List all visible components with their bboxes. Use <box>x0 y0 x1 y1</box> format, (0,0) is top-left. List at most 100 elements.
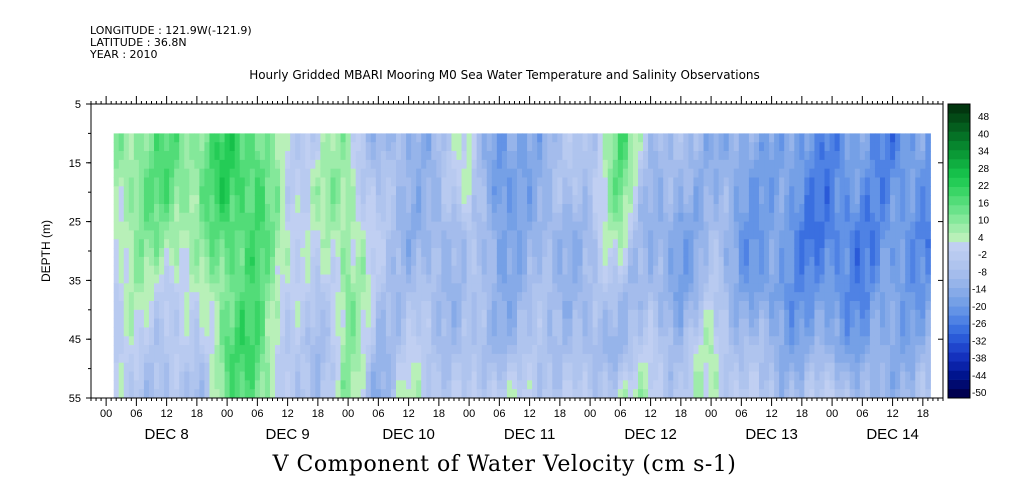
heatmap-cell <box>602 265 609 276</box>
heatmap-cell <box>244 248 251 258</box>
heatmap-cell <box>511 212 518 223</box>
heatmap-cell <box>416 230 422 240</box>
heatmap-cell <box>411 380 417 390</box>
heatmap-cell <box>154 248 160 258</box>
heatmap-cell <box>789 186 795 196</box>
heatmap-cell <box>118 300 125 311</box>
heatmap-cell <box>138 300 145 311</box>
heatmap-cell <box>360 336 367 346</box>
heatmap-cell <box>234 239 241 249</box>
heatmap-cell <box>441 327 447 337</box>
heatmap-cell <box>819 142 826 152</box>
heatmap-cell <box>209 265 216 276</box>
heatmap-cell <box>118 133 125 143</box>
heatmap-cell <box>138 265 145 276</box>
heatmap-cell <box>481 353 488 364</box>
heatmap-cell <box>300 380 306 390</box>
heatmap-cell <box>839 380 846 390</box>
heatmap-cell <box>315 265 321 276</box>
heatmap-cell <box>390 327 397 337</box>
heatmap-cell <box>370 221 377 231</box>
heatmap-cell <box>849 318 856 328</box>
heatmap-cell <box>431 371 437 381</box>
heatmap-cell <box>658 195 664 205</box>
heatmap-cell <box>920 327 926 337</box>
heatmap-cell <box>859 300 866 311</box>
heatmap-cell <box>380 292 387 302</box>
heatmap-cell <box>895 362 901 373</box>
heatmap-cell <box>567 256 573 267</box>
heatmap-cell <box>133 212 140 223</box>
heatmap-cell <box>138 336 145 346</box>
heatmap-cell <box>295 142 301 152</box>
heatmap-cell <box>849 345 856 355</box>
heatmap-cell <box>214 168 221 178</box>
heatmap-cell <box>486 309 493 320</box>
heatmap-cell <box>143 300 150 311</box>
heatmap-cell <box>476 300 483 311</box>
heatmap-cell <box>396 248 402 258</box>
heatmap-cell <box>849 142 856 152</box>
heatmap-cell <box>305 195 311 205</box>
heatmap-cell <box>148 274 155 284</box>
heatmap-cell <box>890 265 896 276</box>
heatmap-cell <box>864 168 871 178</box>
heatmap-cell <box>673 203 679 214</box>
heatmap-cell <box>844 230 851 240</box>
heatmap-cell <box>436 186 442 196</box>
heatmap-cell <box>542 186 548 196</box>
heatmap-cell <box>864 300 871 311</box>
heatmap-cell <box>118 292 125 302</box>
heatmap-cell <box>658 327 664 337</box>
heatmap-cell <box>254 336 261 346</box>
heatmap-cell <box>758 353 765 364</box>
heatmap-cell <box>648 345 654 355</box>
heatmap-cell <box>622 327 629 337</box>
heatmap-cell <box>637 309 644 320</box>
heatmap-cell <box>148 203 155 214</box>
heatmap-cell <box>748 133 755 143</box>
heatmap-cell <box>380 230 387 240</box>
heatmap-cell <box>401 168 407 178</box>
heatmap-cell <box>824 239 831 249</box>
heatmap-cell <box>476 168 483 178</box>
heatmap-cell <box>224 133 231 143</box>
heatmap-cell <box>632 353 639 364</box>
heatmap-cell <box>128 239 135 249</box>
heatmap-cell <box>506 159 513 170</box>
heatmap-cell <box>678 292 684 302</box>
heatmap-cell <box>804 371 810 381</box>
heatmap-cell <box>643 151 649 161</box>
heatmap-cell <box>456 221 463 231</box>
heatmap-cell <box>229 248 236 258</box>
heatmap-cell <box>370 142 377 152</box>
heatmap-cell <box>784 362 790 373</box>
heatmap-cell <box>476 362 483 373</box>
heatmap-cell <box>305 389 311 399</box>
heatmap-cell <box>290 274 296 284</box>
heatmap-cell <box>390 230 397 240</box>
heatmap-cell <box>607 265 614 276</box>
heatmap-cell <box>627 380 634 390</box>
heatmap-cell <box>164 371 170 381</box>
heatmap-cell <box>758 389 765 399</box>
heatmap-cell <box>804 151 810 161</box>
heatmap-cell <box>905 256 911 267</box>
heatmap-cell <box>511 327 518 337</box>
heatmap-cell <box>769 142 775 152</box>
heatmap-cell <box>159 380 165 390</box>
heatmap-cell <box>920 309 926 320</box>
heatmap-cell <box>466 221 473 231</box>
heatmap-cell <box>264 327 271 337</box>
heatmap-cell <box>698 292 705 302</box>
heatmap-cell <box>895 371 901 381</box>
heatmap-cell <box>436 318 442 328</box>
heatmap-cell <box>869 142 876 152</box>
heatmap-cell <box>239 380 246 390</box>
heatmap-cell <box>653 318 659 328</box>
heatmap-cell <box>194 195 200 205</box>
heatmap-cell <box>461 159 468 170</box>
heatmap-cell <box>380 212 387 223</box>
heatmap-cell <box>859 327 866 337</box>
heatmap-cell <box>224 265 231 276</box>
